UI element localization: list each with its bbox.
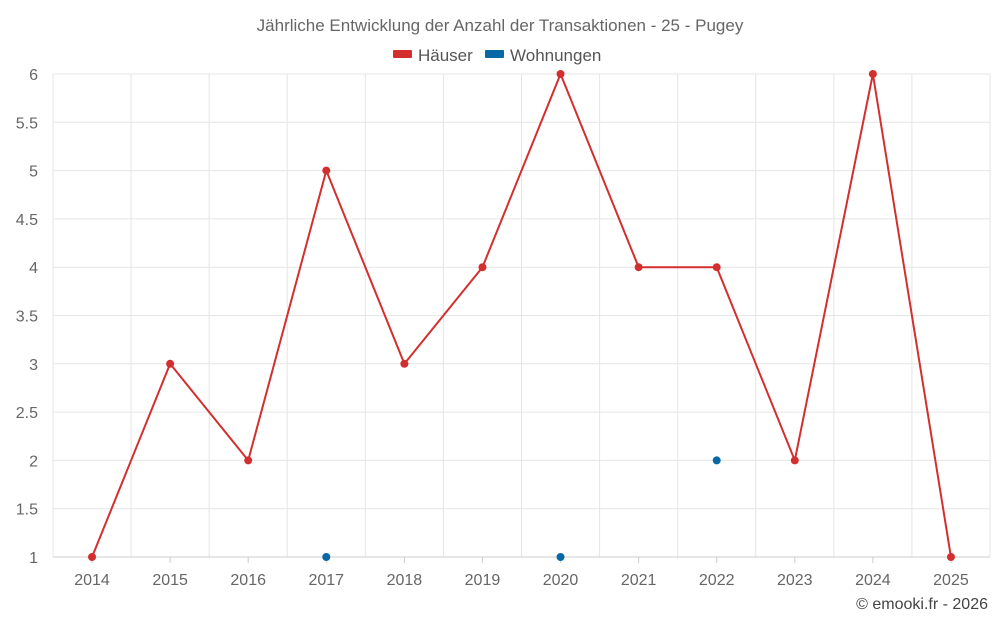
legend-item-wohnungen[interactable]: Wohnungen [485,46,601,65]
y-tick-label: 4 [29,260,38,277]
data-point-haeuser[interactable] [946,553,955,561]
data-point-wohnungen[interactable] [712,456,721,465]
x-tick-label: 2018 [387,572,423,589]
credit-text: © emooki.fr - 2026 [856,596,988,613]
x-tick-label: 2015 [152,572,188,589]
x-tick-label: 2023 [777,572,813,589]
x-tick-label: 2014 [74,572,110,589]
grid [52,73,991,558]
legend-label-wohnungen: Wohnungen [510,46,601,65]
data-point-haeuser[interactable] [88,553,97,561]
data-point-haeuser[interactable] [634,263,643,272]
x-tick-label: 2016 [230,572,266,589]
legend-swatch-haeuser [393,50,412,58]
x-tick-label: 2019 [465,572,501,589]
y-tick-label: 6 [29,67,38,84]
x-tick-label: 2022 [699,572,735,589]
x-tick-label: 2025 [933,572,969,589]
x-axis-ticks: 2014 2015 2016 2017 2018 2019 2020 2021 2022 2023… [74,557,969,589]
data-point-haeuser[interactable] [478,263,487,272]
chart-title: Jährliche Entwicklung der Anzahl der Tra… [257,16,744,35]
y-tick-label: 1 [29,550,38,567]
x-tick-label: 2020 [543,572,579,589]
data-point-wohnungen[interactable] [322,553,331,561]
data-point-haeuser[interactable] [868,70,877,78]
x-tick-label: 2021 [621,572,657,589]
legend-item-haeuser[interactable]: Häuser [393,46,473,65]
data-point-haeuser[interactable] [556,70,565,78]
y-tick-label: 5.5 [16,115,38,132]
y-tick-label: 3.5 [16,309,38,326]
series-line-haeuser [91,73,952,558]
plot-area [88,70,955,561]
y-tick-label: 2.5 [16,405,38,422]
series-haeuser [88,70,955,561]
data-point-wohnungen[interactable] [556,553,565,561]
y-axis-ticks: 1 1.5 2 2.5 3 3.5 4 4.5 5 5.5 6 [16,67,38,567]
legend-label-haeuser: Häuser [418,46,473,65]
data-point-haeuser[interactable] [712,263,721,272]
x-tick-label: 2017 [308,572,344,589]
y-tick-label: 5 [29,164,38,181]
legend-swatch-wohnungen [485,50,504,58]
series-wohnungen [322,456,721,561]
x-tick-label: 2024 [855,572,891,589]
y-tick-label: 4.5 [16,212,38,229]
data-point-haeuser[interactable] [790,456,799,465]
data-point-haeuser[interactable] [400,359,409,368]
y-tick-label: 1.5 [16,502,38,519]
legend: Häuser Wohnungen [393,46,601,65]
data-point-haeuser[interactable] [322,166,331,175]
y-tick-label: 3 [29,357,38,374]
data-point-haeuser[interactable] [166,359,175,368]
data-point-haeuser[interactable] [244,456,253,465]
y-tick-label: 2 [29,453,38,470]
